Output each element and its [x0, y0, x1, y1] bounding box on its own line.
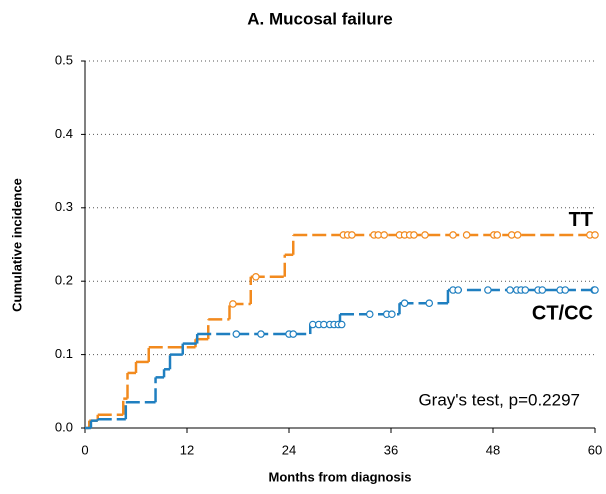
x-tick-label: 36	[384, 442, 398, 457]
censor-mark	[229, 300, 237, 308]
censor-mark	[538, 286, 547, 294]
x-tick-label: 12	[180, 442, 194, 457]
x-tick-label: 24	[282, 442, 296, 457]
censor-mark	[232, 330, 241, 338]
censor-mark	[400, 299, 409, 308]
x-tick-label: 0	[81, 442, 88, 457]
censor-mark	[365, 310, 374, 319]
censor-mark	[591, 286, 599, 294]
censor-mark	[380, 231, 389, 239]
y-tick-label: 0.3	[55, 199, 73, 214]
censor-mark	[289, 330, 298, 338]
censor-mark	[591, 231, 599, 239]
censor-mark	[513, 231, 522, 239]
censor-mark	[421, 231, 429, 239]
legend-label: CT/CC	[532, 302, 593, 324]
censor-mark	[257, 330, 265, 338]
censor-mark	[484, 286, 492, 294]
censor-mark	[388, 310, 396, 319]
censor-mark	[337, 320, 346, 329]
censor-mark	[449, 231, 457, 239]
x-axis-label: Months from diagnosis	[269, 469, 412, 484]
censor-mark	[348, 231, 356, 239]
legend-label: TT	[569, 209, 593, 231]
y-tick-label: 0.1	[55, 346, 73, 361]
y-axis-label: Cumulative incidence	[9, 178, 24, 312]
censor-mark	[561, 286, 570, 294]
censor-mark	[493, 231, 502, 239]
y-tick-label: 0.2	[55, 273, 73, 288]
censor-mark	[521, 286, 530, 294]
annotation: Gray's test, p=0.2297	[418, 390, 580, 409]
x-tick-label: 48	[486, 442, 500, 457]
x-tick-label: 60	[588, 442, 602, 457]
y-tick-label: 0.0	[55, 419, 73, 434]
chart-title: A. Mucosal failure	[247, 9, 392, 28]
censor-mark	[462, 231, 471, 239]
censor-mark	[506, 286, 514, 294]
censor-mark	[252, 272, 260, 281]
censor-mark	[410, 231, 418, 239]
censor-mark	[425, 299, 434, 308]
y-tick-label: 0.5	[55, 52, 73, 67]
censor-mark	[454, 286, 462, 294]
y-tick-label: 0.4	[55, 126, 73, 141]
